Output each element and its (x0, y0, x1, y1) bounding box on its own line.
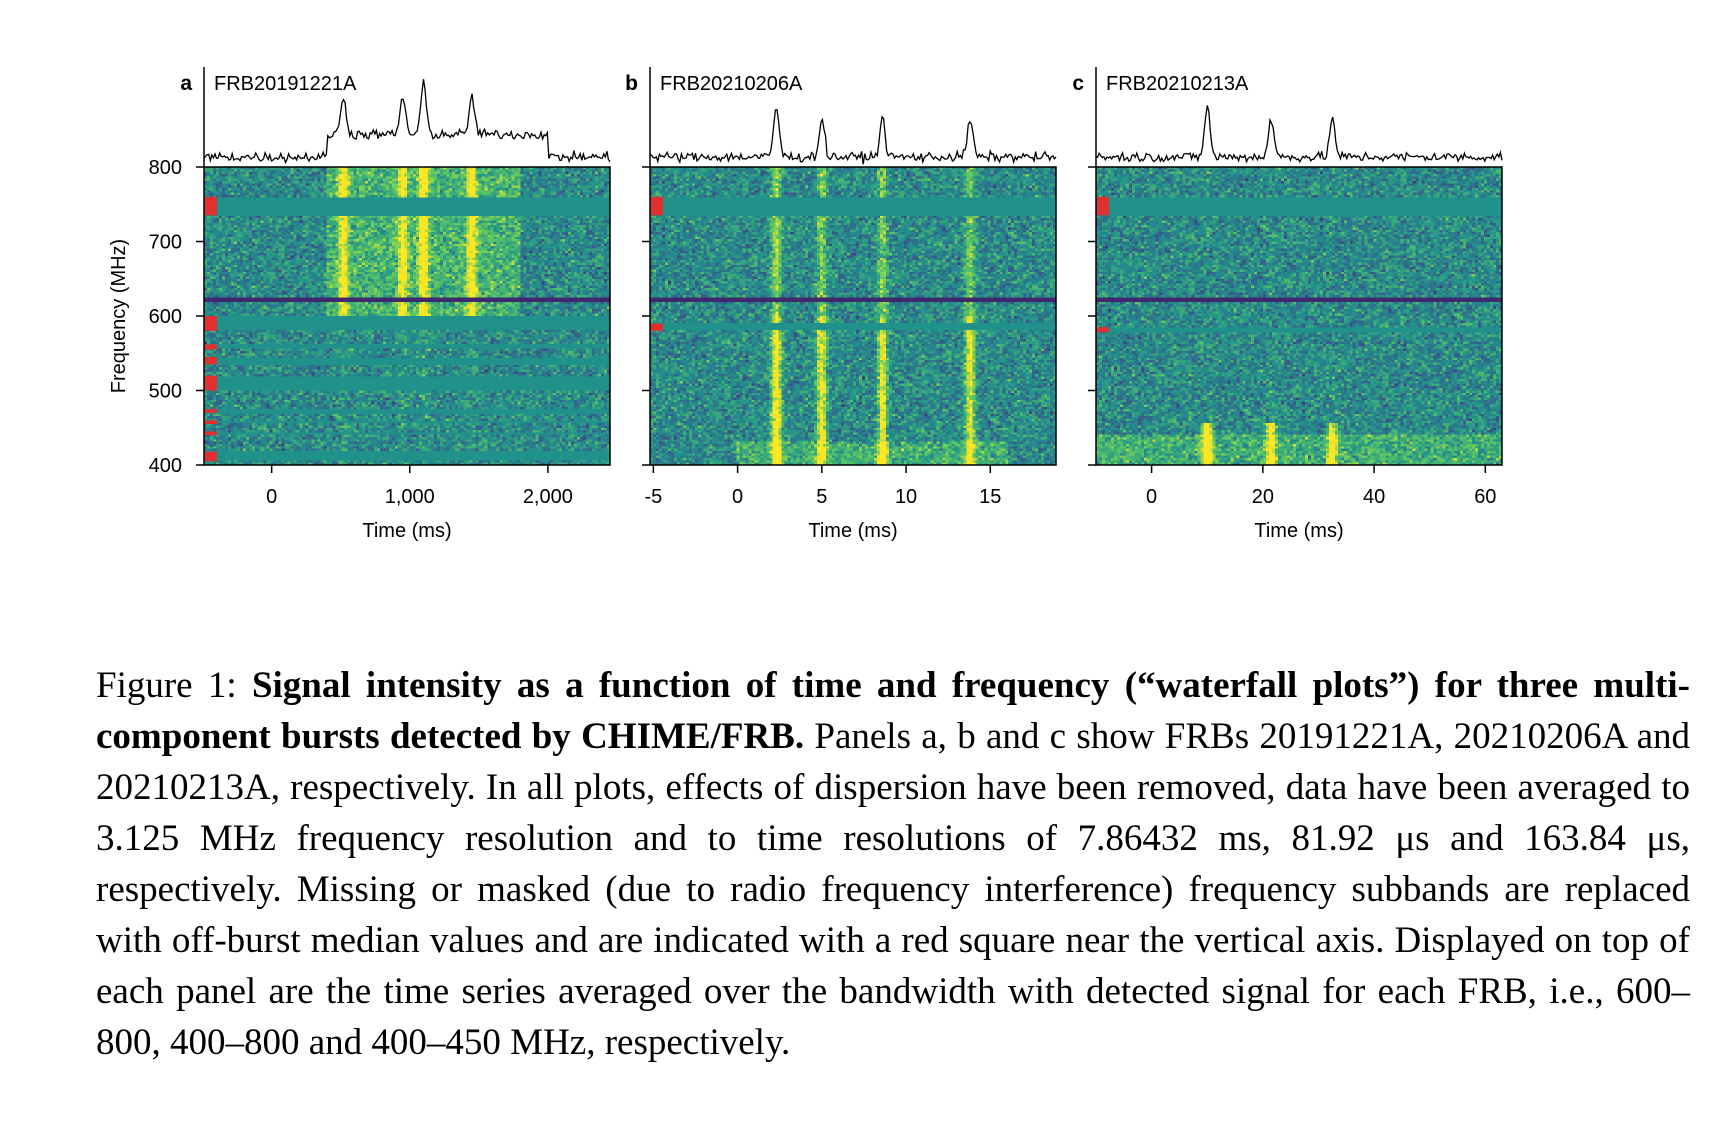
x-tick-label: 0 (732, 486, 743, 508)
mask-marker (205, 409, 217, 413)
mask-marker (1097, 196, 1109, 216)
caption-prefix: Figure 1: (96, 665, 252, 706)
mask-marker (651, 323, 663, 331)
time-series-c (1095, 105, 1503, 164)
mask-marker (205, 316, 217, 331)
x-axis-label: Time (ms) (362, 520, 451, 542)
panel-letter: b (625, 72, 638, 95)
y-tick-label: 400 (149, 455, 182, 477)
caption-title: Signal intensity as a function of time a… (96, 665, 1690, 757)
x-tick-label: 20 (1252, 486, 1274, 508)
mask-marker (205, 375, 217, 391)
x-tick-label: 0 (266, 486, 277, 508)
mask-marker (205, 196, 217, 216)
x-axis-label: Time (ms) (808, 520, 897, 542)
figure-panels: a FRB20191221A 400 500 600 700 800 Frequency (M… (108, 67, 1503, 542)
panel-letter: c (1072, 72, 1084, 95)
y-axis-label: Frequency (MHz) (108, 239, 130, 393)
y-tick-label: 800 (149, 157, 182, 179)
panel-c: c FRB20210213A 0 20 40 60 Time (ms) (1072, 67, 1503, 542)
waterfall-image-b (650, 167, 1056, 465)
x-tick-label: 0 (1146, 486, 1157, 508)
mask-marker (205, 356, 217, 365)
mask-marker (1097, 327, 1109, 333)
mask-marker (205, 420, 217, 425)
mask-marker (205, 451, 217, 462)
y-tick-label: 500 (149, 381, 182, 403)
waterfall-image-a (204, 167, 610, 465)
time-series-a (203, 79, 611, 164)
panel-name: FRB20210206A (660, 73, 803, 95)
panel-letter: a (180, 72, 192, 95)
x-tick-label: 60 (1474, 486, 1496, 508)
x-tick-label: 2,000 (523, 486, 573, 508)
panel-name: FRB20210213A (1106, 73, 1249, 95)
panel-name: FRB20191221A (214, 73, 357, 95)
x-tick-label: 15 (979, 486, 1001, 508)
time-series-b (649, 108, 1057, 165)
mask-marker (205, 344, 217, 350)
panel-b: b FRB20210206A -5 0 5 10 15 Time (ms) (625, 67, 1057, 542)
waterfall-image-c (1096, 167, 1502, 465)
figure-caption: Figure 1: Signal intensity as a function… (96, 660, 1690, 1068)
mask-marker (205, 431, 217, 436)
x-tick-label: 5 (816, 486, 827, 508)
x-tick-label: -5 (644, 486, 662, 508)
x-axis-label: Time (ms) (1254, 520, 1343, 542)
caption-body: Panels a, b and c show FRBs 20191221A, 2… (96, 716, 1690, 1063)
mask-marker (651, 196, 663, 216)
y-tick-label: 700 (149, 232, 182, 254)
y-tick-label: 600 (149, 306, 182, 328)
x-tick-label: 10 (895, 486, 917, 508)
panel-a: a FRB20191221A 400 500 600 700 800 Frequency (M… (108, 67, 611, 542)
x-tick-label: 1,000 (385, 486, 435, 508)
x-tick-label: 40 (1363, 486, 1385, 508)
